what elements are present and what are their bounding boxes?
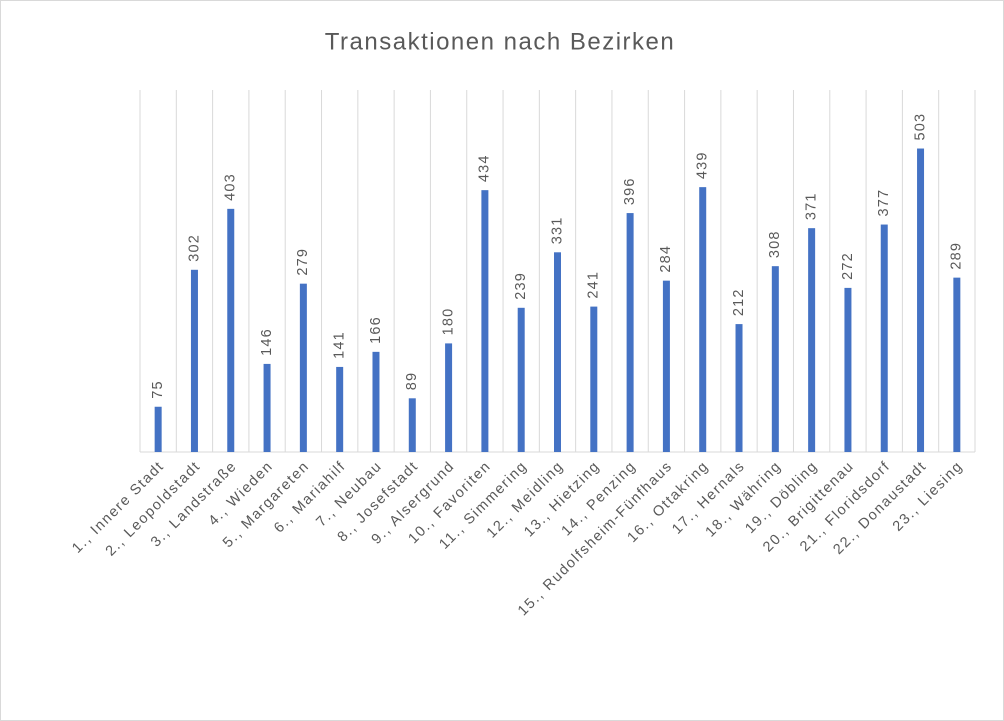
data-label: 239 <box>513 272 529 300</box>
data-label: 180 <box>440 308 456 336</box>
data-label: 166 <box>368 316 384 344</box>
bar <box>554 252 561 452</box>
data-label: 289 <box>949 242 965 270</box>
data-label: 272 <box>840 252 856 280</box>
data-label: 141 <box>332 331 348 359</box>
bar <box>263 363 271 452</box>
data-label: 212 <box>731 288 747 316</box>
bar <box>880 224 888 452</box>
data-label: 89 <box>404 372 420 391</box>
bar <box>227 208 235 452</box>
bar <box>299 283 307 452</box>
data-label: 302 <box>186 234 202 262</box>
bar <box>735 324 743 452</box>
bar <box>844 287 852 452</box>
bar <box>917 148 925 453</box>
bar <box>808 228 816 452</box>
bar <box>662 280 670 452</box>
data-label: 75 <box>150 380 166 399</box>
bar <box>408 398 416 452</box>
bar <box>372 351 380 452</box>
bar <box>590 306 598 452</box>
data-label: 146 <box>259 328 275 356</box>
data-label: 503 <box>912 113 928 141</box>
bar <box>626 213 634 452</box>
chart-title: Transaktionen nach Bezirken <box>325 28 675 55</box>
data-label: 434 <box>477 154 493 182</box>
data-label: 396 <box>622 177 638 205</box>
data-label: 331 <box>549 216 565 244</box>
data-label: 241 <box>586 271 602 299</box>
bar <box>517 307 525 452</box>
data-label: 279 <box>295 248 311 276</box>
data-label: 371 <box>803 192 819 220</box>
data-label: 439 <box>695 151 711 179</box>
bar <box>699 187 707 453</box>
bar <box>154 406 162 452</box>
data-label: 308 <box>767 230 783 258</box>
bar <box>481 190 489 453</box>
data-label: 284 <box>658 245 674 273</box>
bar <box>190 269 198 452</box>
bar <box>771 266 779 452</box>
bar <box>445 343 453 452</box>
bar <box>953 277 961 452</box>
data-label: 377 <box>876 189 892 217</box>
data-label: 403 <box>223 173 239 201</box>
bar <box>336 366 344 452</box>
